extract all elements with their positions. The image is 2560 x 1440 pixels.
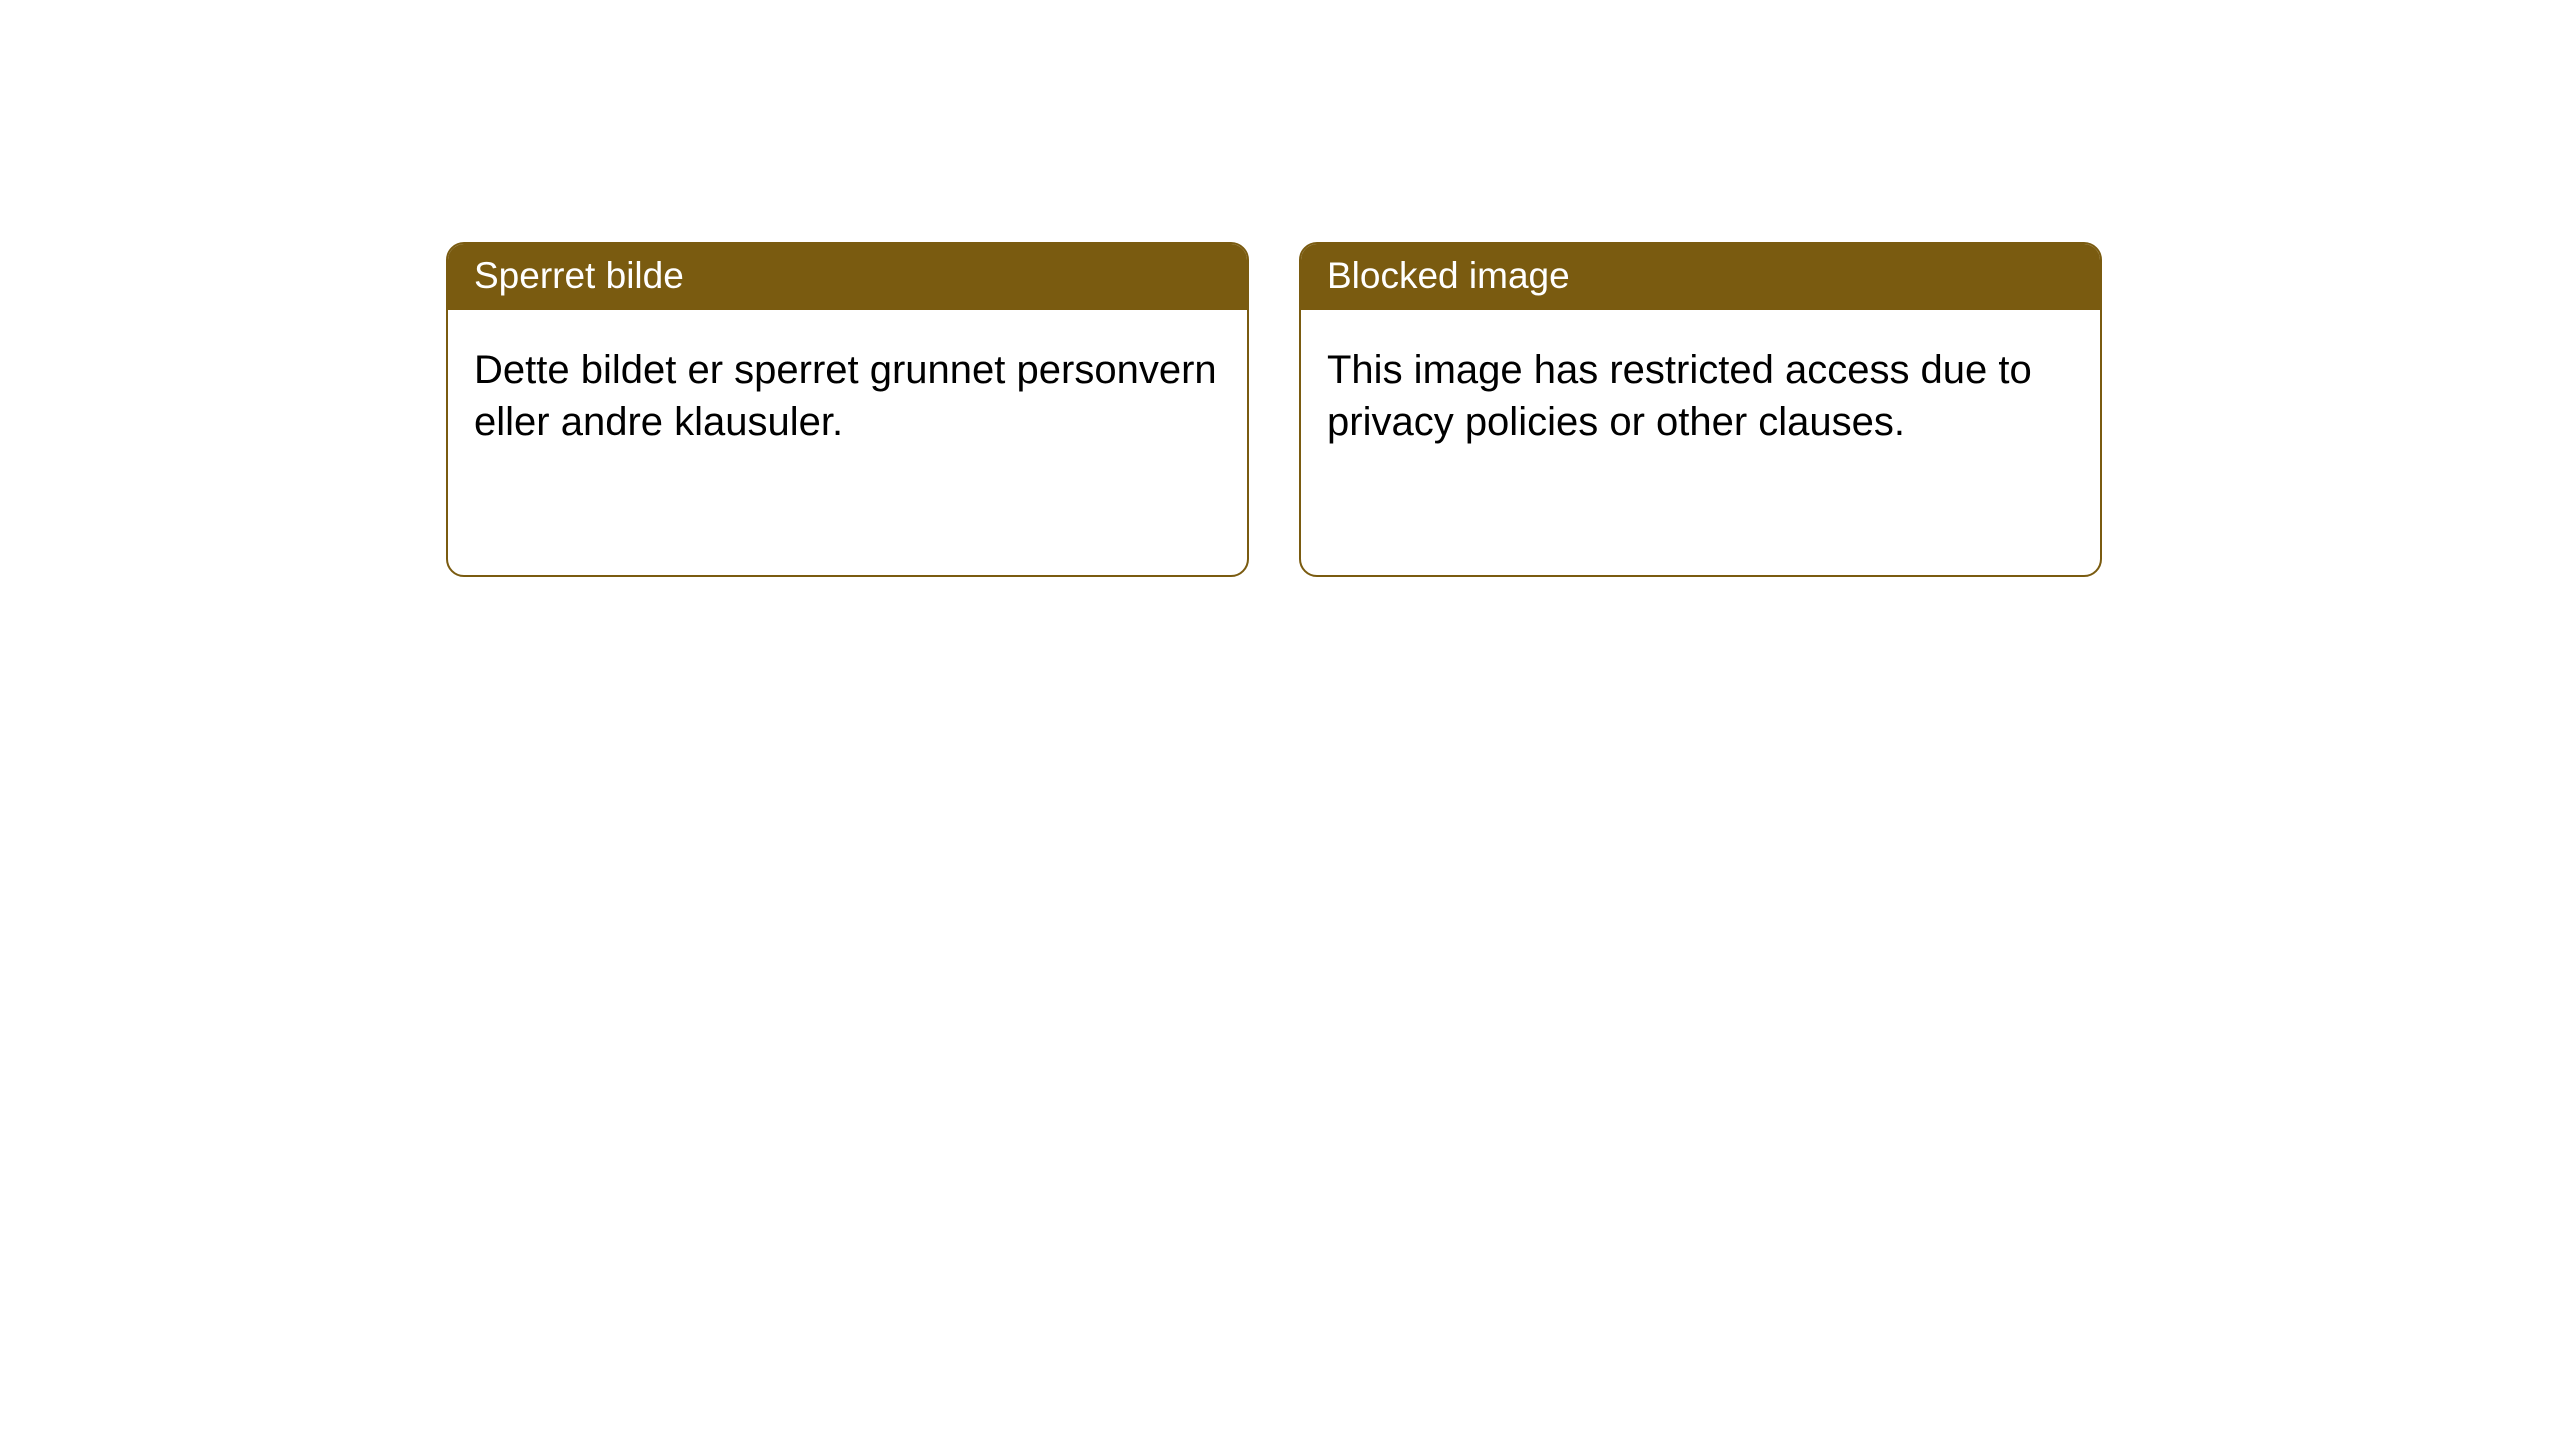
notice-card-english: Blocked image This image has restricted … [1299, 242, 2102, 577]
notice-container: Sperret bilde Dette bildet er sperret gr… [0, 0, 2560, 577]
notice-body: Dette bildet er sperret grunnet personve… [448, 310, 1247, 468]
notice-body: This image has restricted access due to … [1301, 310, 2100, 468]
notice-header: Sperret bilde [448, 244, 1247, 310]
notice-card-norwegian: Sperret bilde Dette bildet er sperret gr… [446, 242, 1249, 577]
notice-header: Blocked image [1301, 244, 2100, 310]
